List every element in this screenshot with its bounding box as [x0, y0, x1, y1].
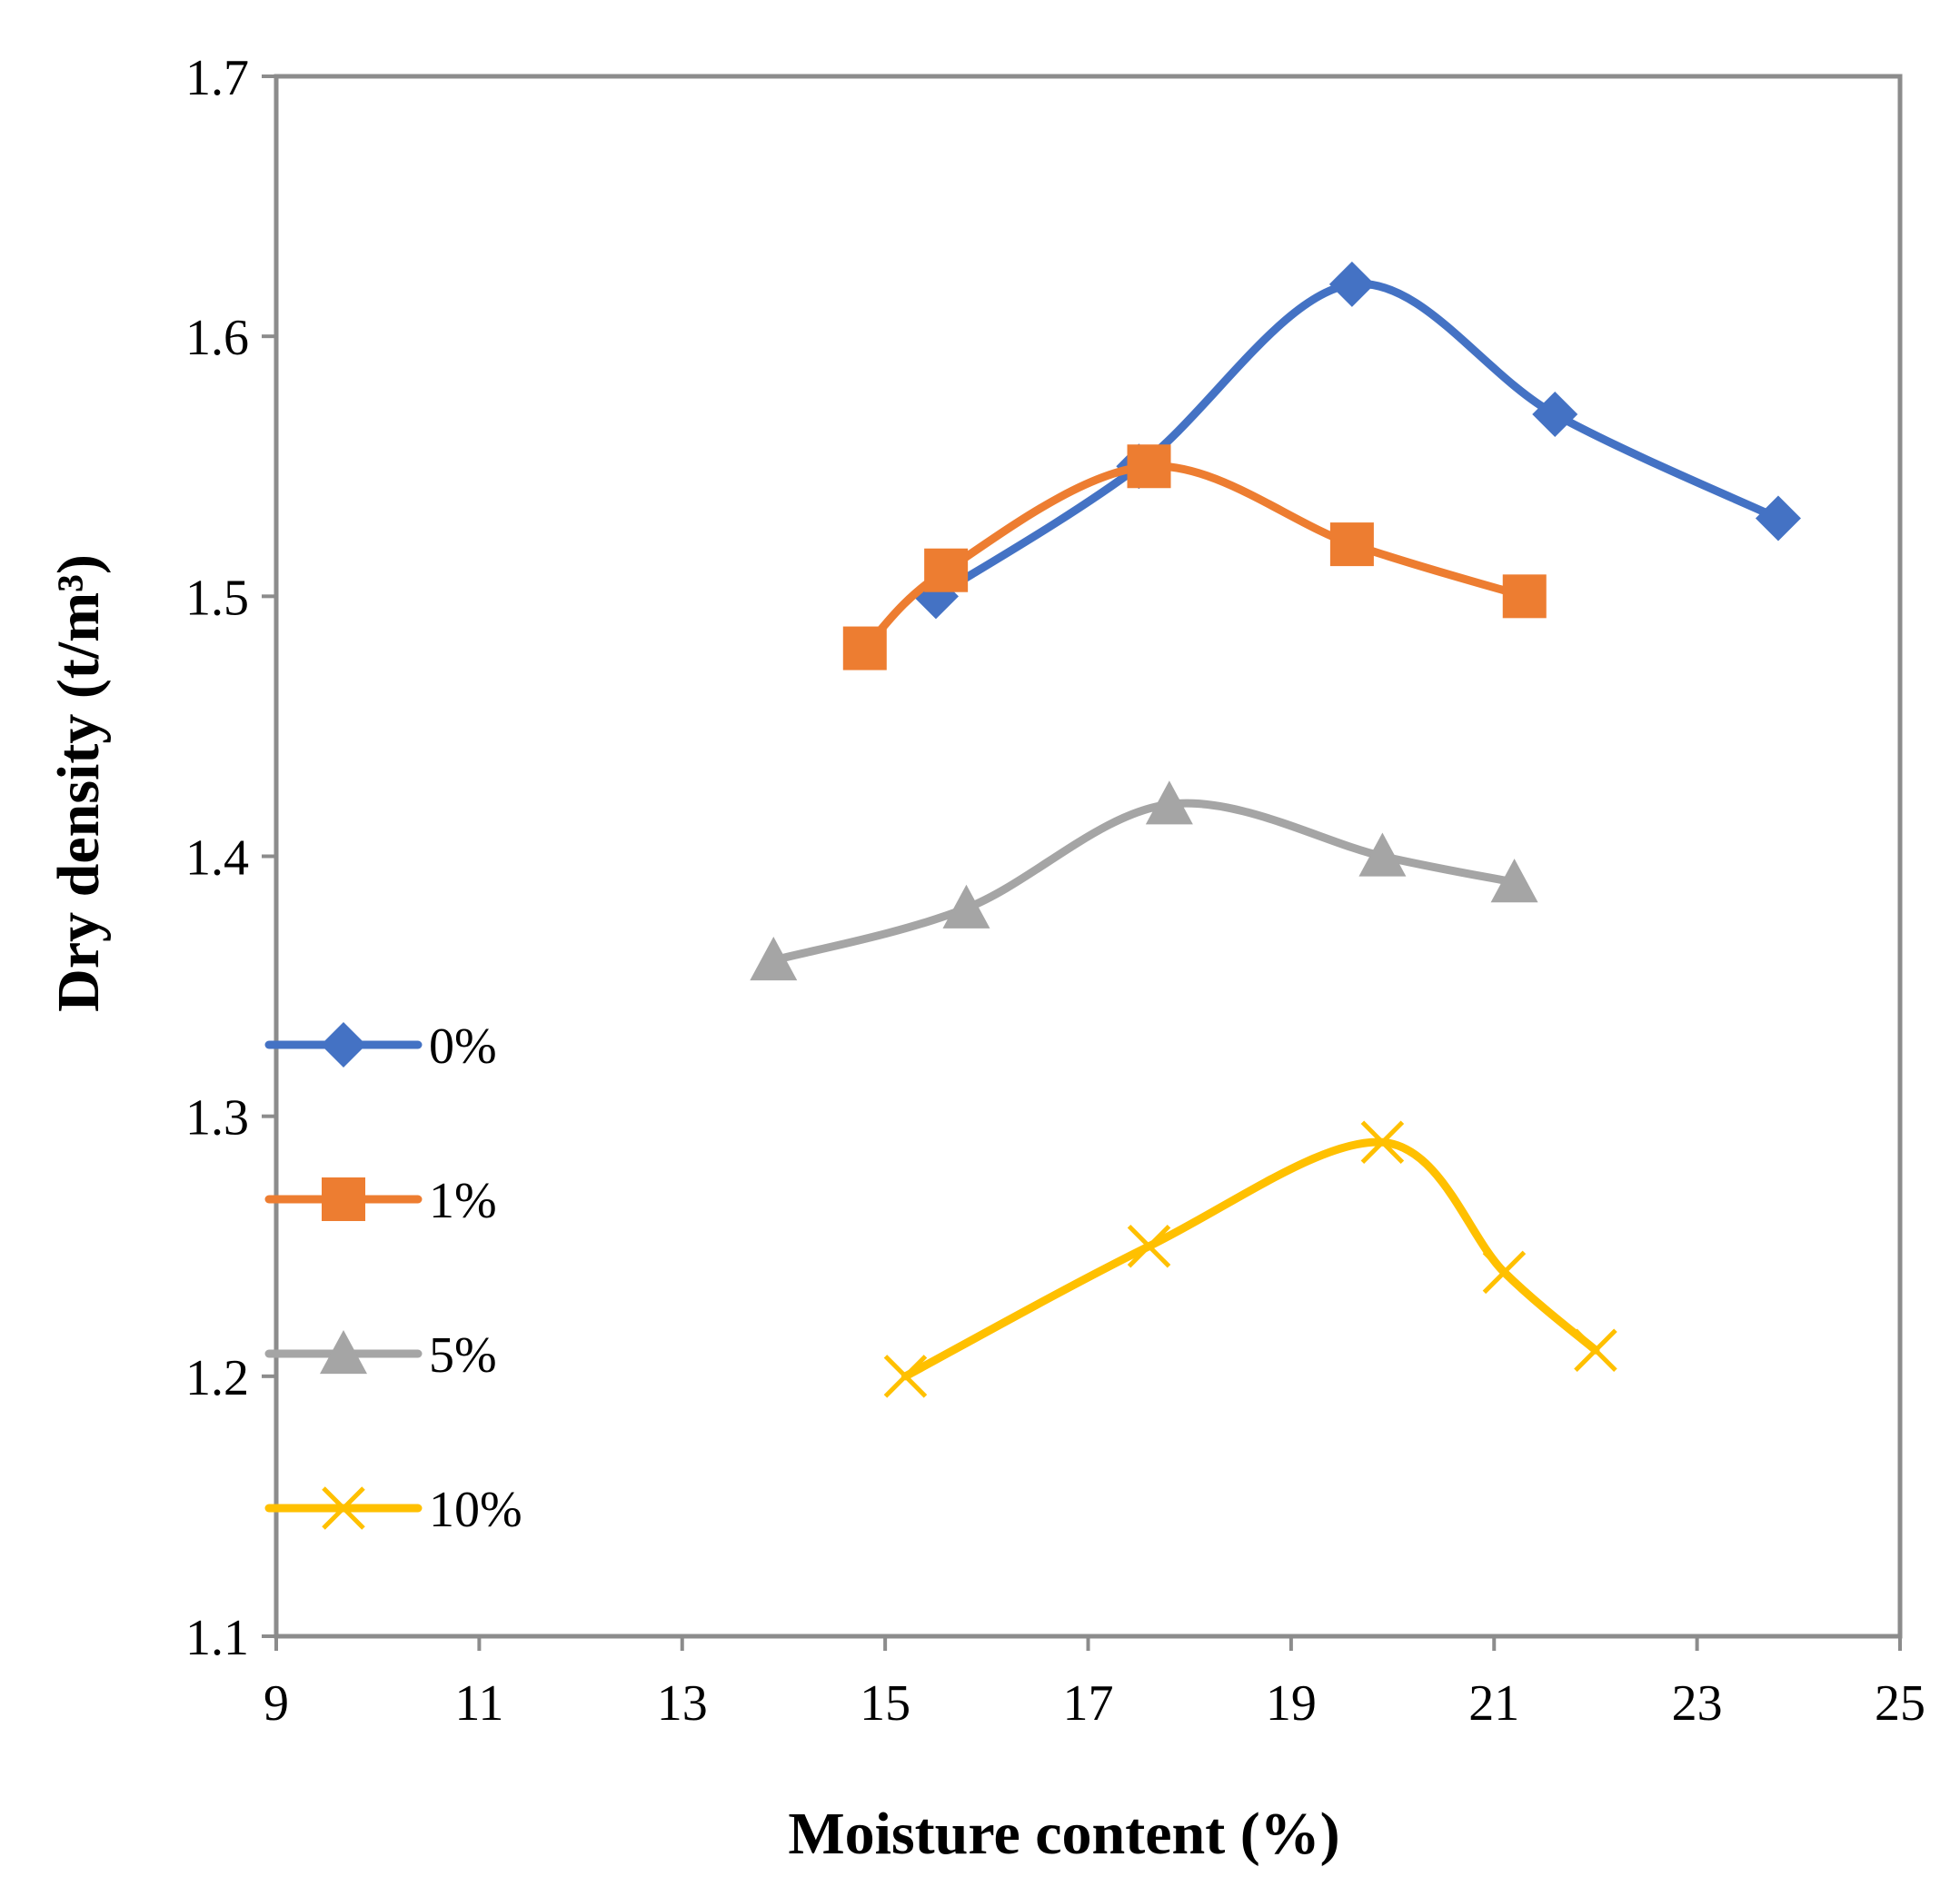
legend-item-0pct-label: 0%: [429, 1018, 497, 1075]
series-10pct-point-stroke-b: [1360, 1120, 1405, 1165]
series-10pct-point: [1482, 1250, 1527, 1295]
series-10pct-point-stroke-b: [1127, 1224, 1171, 1268]
x-tick-label: 15: [860, 1675, 910, 1732]
series-10pct-point: [1574, 1328, 1617, 1372]
series-1pct: [842, 444, 1547, 670]
series-10pct-point-stroke-b: [883, 1355, 928, 1398]
series-10pct-point-stroke-b: [1574, 1328, 1617, 1372]
series-1pct-point: [924, 548, 969, 592]
x-tick-label: 21: [1468, 1675, 1519, 1732]
legend-item-0pct-marker: [321, 1022, 366, 1068]
series-1pct-point: [842, 626, 887, 670]
x-tick-label: 19: [1266, 1675, 1317, 1732]
x-tick-label: 11: [454, 1675, 503, 1732]
series-1pct-point: [1502, 574, 1547, 619]
x-tick-label: 23: [1672, 1675, 1723, 1732]
x-tick-label: 13: [657, 1675, 708, 1732]
legend-item-1pct-label: 1%: [429, 1173, 497, 1229]
legend-item-10pct-marker-stroke-b: [322, 1486, 365, 1530]
legend-item-10pct-label: 10%: [429, 1482, 522, 1538]
series-5pct-point: [1358, 832, 1407, 877]
legend-item-5pct-marker: [320, 1330, 367, 1375]
y-tick-label: 1.4: [185, 830, 249, 887]
legend-item-10pct: 10%: [264, 1482, 522, 1538]
legend-item-10pct-marker: [322, 1486, 365, 1530]
legend-item-5pct-label: 5%: [429, 1327, 497, 1384]
y-tick-label: 1.2: [185, 1350, 249, 1406]
y-tick-label: 1.7: [185, 50, 249, 106]
series-1pct-point: [1127, 444, 1171, 489]
series-0pct-point: [1532, 392, 1578, 438]
series-0pct-point: [1328, 261, 1375, 307]
series-5pct: [750, 780, 1538, 981]
x-tick-label: 17: [1063, 1675, 1114, 1732]
series-10pct: [883, 1120, 1617, 1398]
y-tick-label: 1.6: [185, 310, 249, 366]
series-1pct-point: [1329, 522, 1374, 567]
legend-item-1pct: 1%: [264, 1173, 497, 1229]
y-tick-label: 1.5: [185, 570, 249, 626]
series-10pct-point: [1360, 1120, 1405, 1165]
x-tick-label: 9: [264, 1675, 289, 1732]
x-axis-title: Moisture content (%): [788, 1801, 1339, 1867]
series-5pct-point: [1490, 859, 1538, 903]
series-5pct-point: [1145, 780, 1193, 825]
y-axis-title: Dry density (t/m³): [45, 554, 112, 1012]
y-tick-label: 1.1: [185, 1610, 249, 1666]
legend-item-1pct-marker: [322, 1177, 365, 1221]
series-5pct-point: [942, 884, 990, 929]
legend-item-5pct: 5%: [264, 1327, 497, 1384]
y-tick-label: 1.3: [185, 1090, 249, 1147]
series-10pct-point: [1127, 1224, 1171, 1268]
x-tick-label: 25: [1875, 1675, 1925, 1732]
legend-item-0pct: 0%: [264, 1018, 497, 1075]
series-5pct-point: [750, 936, 798, 981]
series-10pct-point: [883, 1355, 928, 1398]
series-0pct-point: [1755, 495, 1801, 541]
series-10pct-point-stroke-b: [1482, 1250, 1527, 1295]
